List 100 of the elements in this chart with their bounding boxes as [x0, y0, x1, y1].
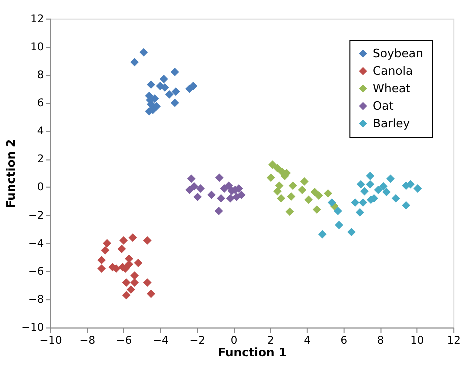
- point: [189, 82, 198, 90]
- point: [356, 180, 366, 189]
- point: [130, 58, 139, 67]
- legend-label: Barley: [372, 116, 410, 131]
- legend-label: Wheat: [372, 82, 412, 96]
- x-tick-label: 0: [230, 334, 238, 347]
- y-tick-label: 0: [37, 180, 44, 194]
- point: [172, 88, 180, 96]
- point: [217, 194, 226, 203]
- point: [196, 184, 205, 193]
- point: [160, 75, 168, 84]
- point: [374, 186, 383, 194]
- point: [194, 192, 202, 202]
- point: [286, 208, 294, 216]
- y-tick-label: −10: [22, 321, 44, 334]
- x-tick-label: 6: [340, 334, 348, 347]
- point: [268, 160, 277, 170]
- point: [208, 190, 216, 200]
- point: [226, 194, 235, 203]
- point: [214, 207, 224, 216]
- point: [122, 291, 131, 300]
- point: [103, 239, 112, 248]
- point: [379, 182, 388, 191]
- point: [335, 221, 344, 230]
- point: [143, 278, 152, 288]
- point: [186, 186, 194, 194]
- point: [170, 98, 180, 108]
- point: [130, 272, 139, 280]
- x-tick-label: 10: [410, 334, 424, 347]
- point: [98, 264, 106, 273]
- y-tick-label: −8: [28, 293, 44, 306]
- point: [351, 198, 360, 207]
- point: [348, 228, 356, 236]
- legend-label: Canola: [372, 64, 414, 78]
- y-tick-label: 6: [37, 96, 44, 110]
- y-axis-title: Function 2: [4, 139, 18, 208]
- point: [274, 187, 282, 196]
- point: [126, 286, 136, 294]
- y-tick-label: −2: [28, 208, 44, 222]
- point: [165, 90, 174, 99]
- point: [277, 194, 286, 203]
- point: [128, 234, 138, 242]
- x-tick-label: −6: [116, 334, 132, 347]
- point: [101, 246, 110, 255]
- y-tick-label: 10: [30, 40, 44, 54]
- x-tick-label: −4: [153, 334, 170, 347]
- legend-label: Oat: [372, 99, 394, 114]
- point: [266, 174, 276, 182]
- point: [312, 206, 322, 214]
- point: [140, 48, 148, 57]
- point: [130, 278, 139, 288]
- point: [328, 198, 336, 207]
- y-tick-label: −4: [28, 236, 44, 250]
- legend-label: Soybean: [372, 46, 424, 61]
- x-tick-label: −8: [80, 334, 96, 347]
- x-tick-label: 8: [377, 334, 384, 347]
- point: [147, 290, 156, 298]
- point: [356, 208, 364, 217]
- point: [288, 182, 298, 190]
- point: [314, 192, 324, 200]
- x-tick-label: 12: [447, 334, 461, 347]
- x-tick-label: 4: [304, 334, 312, 347]
- point: [366, 180, 375, 189]
- point: [402, 201, 411, 210]
- point: [392, 194, 400, 203]
- x-axis-title: Function 1: [218, 345, 287, 360]
- y-tick-label: 4: [37, 124, 44, 138]
- point: [120, 236, 128, 245]
- y-tick-label: 12: [30, 12, 44, 26]
- x-tick-label: −2: [190, 334, 206, 347]
- point: [190, 182, 199, 191]
- point: [170, 68, 180, 76]
- x-tick-label: 2: [267, 334, 274, 347]
- point: [143, 236, 152, 245]
- point: [98, 256, 106, 265]
- point: [274, 164, 282, 173]
- point: [224, 182, 234, 190]
- point: [134, 258, 143, 268]
- point: [147, 80, 156, 90]
- point: [122, 278, 131, 288]
- point: [187, 174, 196, 184]
- point: [298, 186, 307, 194]
- point: [360, 187, 369, 196]
- point: [232, 192, 242, 202]
- y-tick-label: 8: [37, 68, 44, 82]
- point: [414, 184, 422, 193]
- point: [118, 244, 126, 254]
- point: [300, 178, 309, 186]
- point: [304, 196, 314, 204]
- point: [334, 207, 342, 216]
- point: [287, 192, 296, 201]
- point: [318, 230, 327, 239]
- point: [359, 198, 368, 207]
- y-tick-label: −6: [28, 264, 44, 278]
- point: [324, 189, 332, 198]
- point: [366, 172, 375, 180]
- point: [386, 174, 395, 184]
- point: [275, 182, 284, 190]
- point: [215, 174, 224, 182]
- y-tick-label: 2: [37, 152, 44, 166]
